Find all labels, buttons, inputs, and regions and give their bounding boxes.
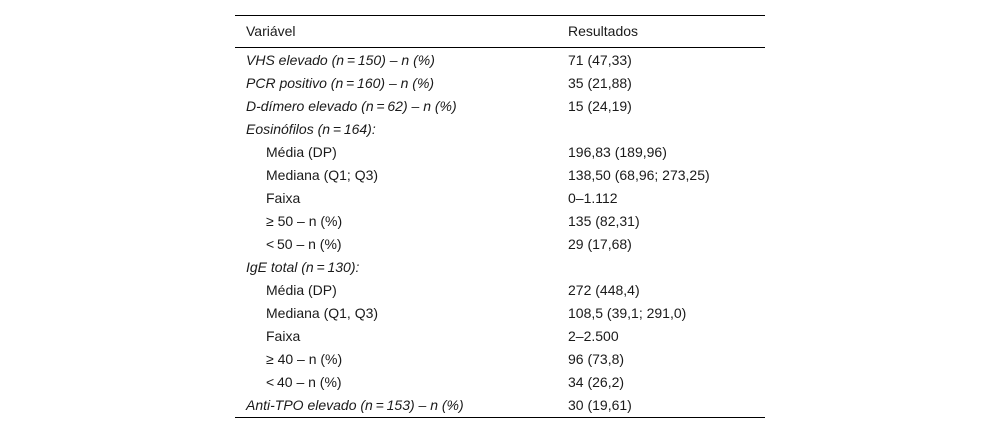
header-variable: Variável [246, 23, 296, 39]
row-result: 35 (21,88) [568, 75, 632, 91]
row-variable: Média (DP) [266, 144, 337, 160]
row-variable: Anti-TPO elevado (n = 153) – n (%) [246, 397, 464, 413]
row-variable: ≥ 50 – n (%) [266, 213, 343, 229]
row-result: 138,50 (68,96; 273,25) [568, 167, 710, 183]
row-variable: Faixa [266, 190, 301, 206]
row-variable: Mediana (Q1, Q3) [266, 305, 379, 321]
table-row: IgE total (n = 130): [235, 256, 765, 279]
row-variable: Mediana (Q1; Q3) [266, 167, 379, 183]
table-row: D-dímero elevado (n = 62) – n (%) 15 (24,… [235, 95, 765, 118]
row-variable: ≥ 40 – n (%) [266, 351, 343, 367]
table-row: ≥ 50 – n (%) 135 (82,31) [235, 210, 765, 233]
row-result: 15 (24,19) [568, 98, 632, 114]
row-result: 34 (26,2) [568, 374, 625, 390]
table-row: Mediana (Q1; Q3) 138,50 (68,96; 273,25) [235, 164, 765, 187]
row-result: 196,83 (189,96) [568, 144, 667, 160]
row-variable: Média (DP) [266, 282, 337, 298]
table-header-row: Variável Resultados [235, 16, 765, 47]
row-variable: Eosinófilos (n = 164): [246, 121, 376, 137]
row-result: 0–1.112 [568, 190, 618, 206]
row-variable: VHS elevado (n = 150) – n (%) [246, 52, 435, 68]
row-result: 135 (82,31) [568, 213, 640, 229]
header-results: Resultados [568, 23, 639, 39]
table-row: ≥ 40 – n (%) 96 (73,8) [235, 348, 765, 371]
table-bottom-rule [235, 417, 765, 418]
table-row: Anti-TPO elevado (n = 153) – n (%) 30 (19… [235, 394, 765, 417]
row-result: 29 (17,68) [568, 236, 632, 252]
table-row: Eosinófilos (n = 164): [235, 118, 765, 141]
table-row: Mediana (Q1, Q3) 108,5 (39,1; 291,0) [235, 302, 765, 325]
table-header-rule [235, 47, 765, 48]
table-row: VHS elevado (n = 150) – n (%) 71 (47,33) [235, 49, 765, 72]
row-variable: < 50 – n (%) [266, 236, 342, 252]
table-row: PCR positivo (n = 160) – n (%) 35 (21,88) [235, 72, 765, 95]
table-top-rule [235, 15, 765, 16]
row-result: 71 (47,33) [568, 52, 632, 68]
table-row: Faixa 0–1.112 [235, 187, 765, 210]
results-table: Variável Resultados VHS elevado (n = 150… [235, 15, 765, 418]
table-row: Faixa 2–2.500 [235, 325, 765, 348]
table-row: < 50 – n (%) 29 (17,68) [235, 233, 765, 256]
row-variable: PCR positivo (n = 160) – n (%) [246, 75, 435, 91]
row-variable: Faixa [266, 328, 301, 344]
row-variable: IgE total (n = 130): [246, 259, 360, 275]
row-variable: < 40 – n (%) [266, 374, 342, 390]
row-result: 2–2.500 [568, 328, 619, 344]
row-result: 96 (73,8) [568, 351, 625, 367]
row-result: 108,5 (39,1; 291,0) [568, 305, 687, 321]
row-result: 30 (19,61) [568, 397, 632, 413]
table-row: Média (DP) 196,83 (189,96) [235, 141, 765, 164]
row-result: 272 (448,4) [568, 282, 640, 298]
table-row: Média (DP) 272 (448,4) [235, 279, 765, 302]
row-variable: D-dímero elevado (n = 62) – n (%) [246, 98, 457, 114]
table-body: VHS elevado (n = 150) – n (%) 71 (47,33) P… [235, 49, 765, 417]
table-row: < 40 – n (%) 34 (26,2) [235, 371, 765, 394]
